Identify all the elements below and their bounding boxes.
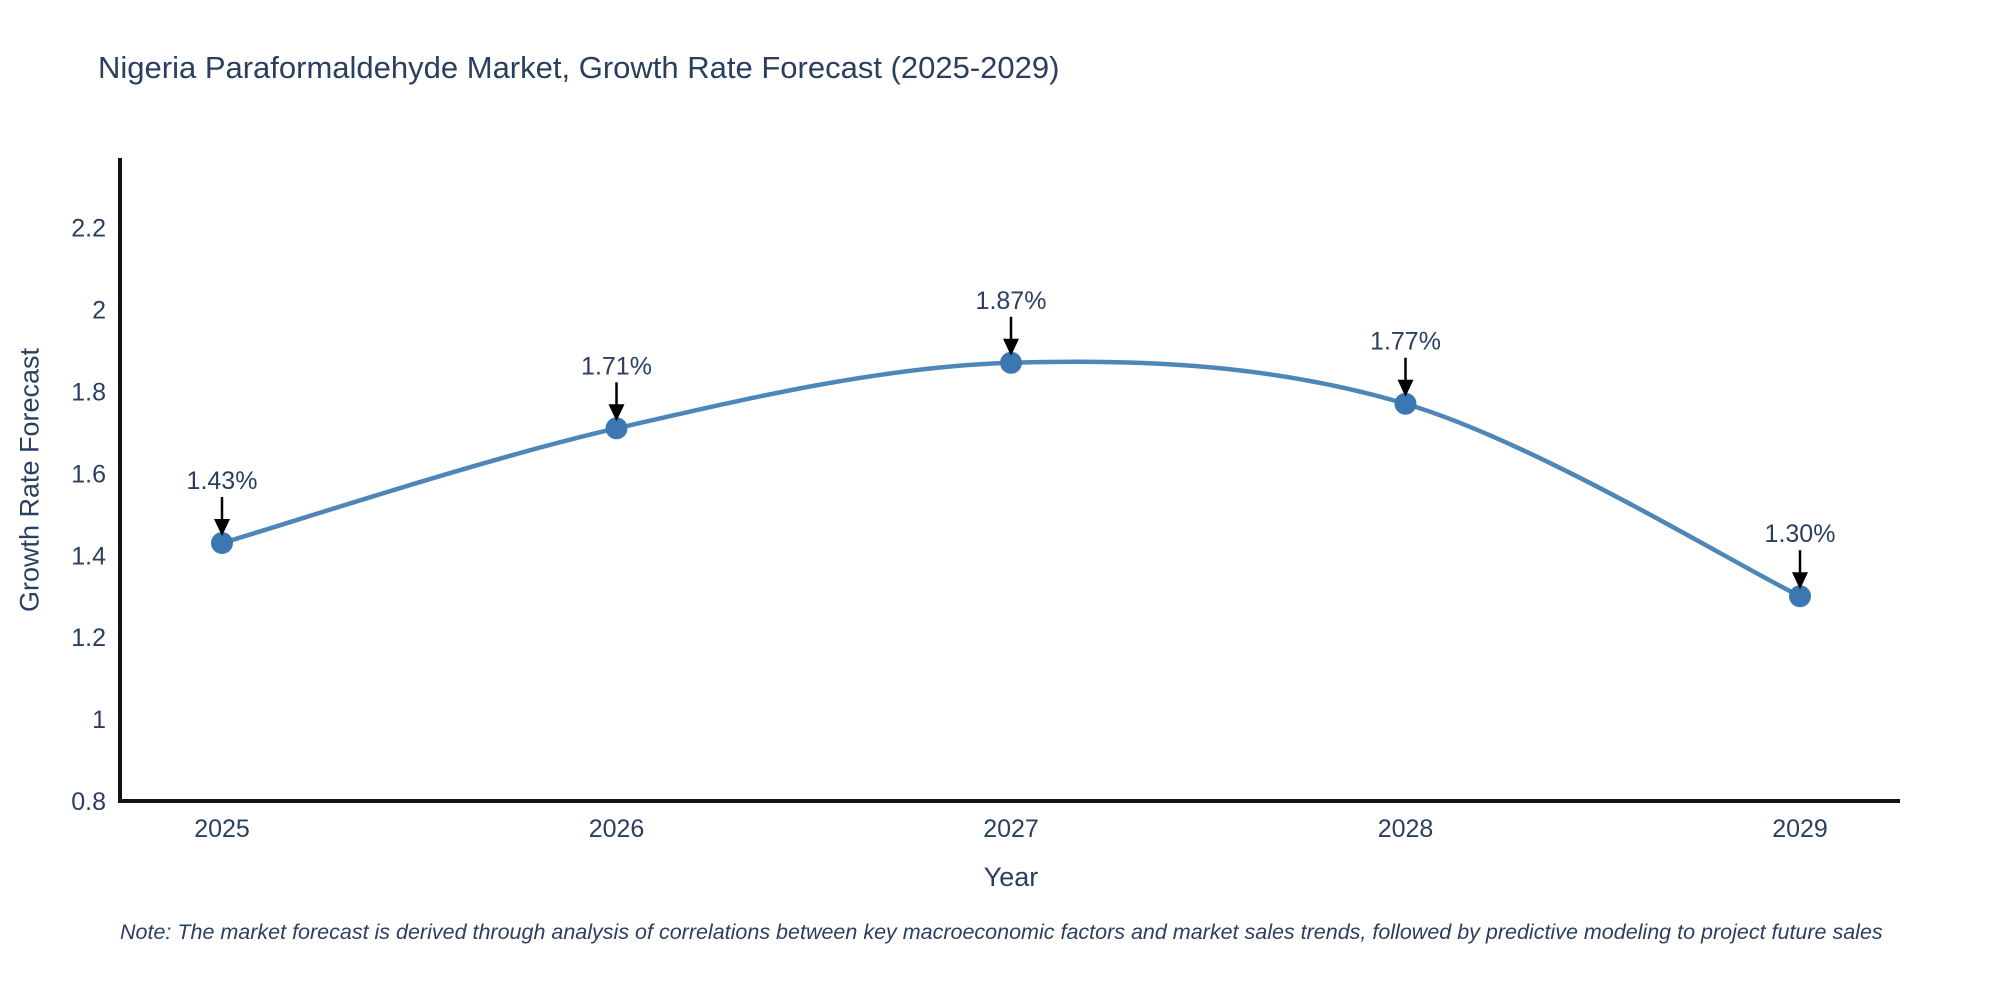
x-tick-label: 2027 (983, 815, 1039, 843)
y-axis-title: Growth Rate Forecast (14, 347, 45, 613)
y-tick-label: 0.8 (71, 788, 106, 816)
annotation-arrowhead (214, 518, 230, 536)
annotation-arrowhead (1003, 338, 1019, 356)
annotation-arrowhead (1397, 379, 1414, 397)
y-tick-label: 1.2 (71, 624, 106, 652)
y-tick-label: 1 (92, 706, 106, 734)
x-tick-label: 2028 (1378, 815, 1434, 843)
data-point-label: 1.87% (976, 287, 1047, 315)
annotation-arrowhead (1792, 572, 1808, 590)
data-point-marker (211, 531, 233, 554)
data-point-marker (1394, 392, 1417, 415)
data-point-marker (1000, 351, 1022, 374)
data-point-label: 1.77% (1370, 328, 1441, 356)
forecast-line (219, 359, 1803, 599)
annotation-arrowhead (608, 404, 625, 422)
x-tick-label: 2026 (589, 815, 645, 843)
x-axis-title: Year (983, 862, 1039, 892)
data-point-marker (605, 417, 628, 440)
data-point-label: 1.71% (581, 352, 652, 380)
y-tick-label: 1.4 (71, 542, 106, 570)
y-tick-label: 1.6 (71, 460, 106, 488)
data-point-label: 1.43% (187, 467, 258, 495)
footnote: Note: The market forecast is derived thr… (120, 920, 1883, 944)
y-tick-label: 1.8 (71, 378, 106, 406)
x-tick-label: 2025 (194, 815, 250, 843)
y-tick-label: 2 (92, 297, 106, 325)
chart-title: Nigeria Paraformaldehyde Market, Growth … (98, 50, 1060, 85)
x-tick-label: 2029 (1772, 815, 1828, 843)
data-point-label: 1.30% (1765, 520, 1836, 548)
data-point-marker (1789, 585, 1811, 608)
y-tick-label: 2.2 (71, 215, 106, 243)
